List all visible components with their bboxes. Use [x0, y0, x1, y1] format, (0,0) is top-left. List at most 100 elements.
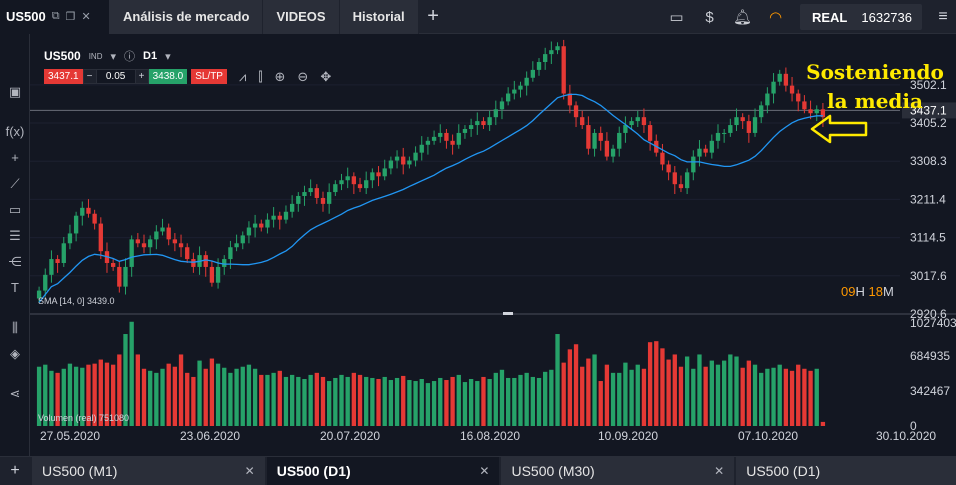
close-icon[interactable]: ✕: [479, 464, 490, 478]
trendline-icon[interactable]: ⟋: [10, 176, 20, 191]
volume-bar: [604, 364, 610, 426]
dropdown-icon[interactable]: ▾: [110, 50, 117, 63]
zoom-in-icon[interactable]: ⊕: [274, 68, 286, 84]
candle-body: [487, 117, 492, 126]
chart-tab-d1-active[interactable]: US500 (D1) ✕: [266, 457, 500, 485]
candle-body: [573, 105, 579, 118]
tab-history[interactable]: Historial: [338, 0, 418, 34]
candle-body: [222, 259, 227, 267]
sltp-button[interactable]: SL/TP: [191, 69, 227, 84]
close-icon[interactable]: ✕: [244, 464, 255, 478]
candle-body: [518, 85, 523, 90]
candle-body: [703, 148, 708, 153]
volume-bar: [388, 380, 394, 426]
pitchfork-icon[interactable]: ⋲: [8, 254, 22, 269]
add-tab-button[interactable]: +: [417, 0, 448, 34]
volume-bar: [783, 368, 789, 426]
timeframe-dropdown-icon[interactable]: ▾: [165, 50, 171, 63]
lot-increase-button[interactable]: +: [134, 69, 149, 84]
buy-button[interactable]: 3438.0: [148, 69, 188, 84]
volume-bar: [265, 374, 270, 426]
divider-handle: [503, 312, 513, 315]
candle-body: [117, 266, 122, 287]
chart-symbol[interactable]: US500: [44, 49, 81, 63]
top-bar: US500 ⧉ ❐ ✕ Análisis de mercado VIDEOS H…: [0, 0, 956, 34]
candle-body: [802, 101, 807, 110]
copy-icon[interactable]: ❐: [65, 11, 76, 23]
sell-button[interactable]: 3437.1: [44, 69, 83, 84]
volume-bar: [98, 359, 103, 426]
account-balance[interactable]: REAL 1632736: [799, 4, 922, 30]
crosshair-icon[interactable]: +: [11, 150, 19, 165]
annotation-line-2: la media: [827, 89, 923, 113]
tab-videos[interactable]: VIDEOS: [262, 0, 339, 34]
chart-style-icon[interactable]: ⩘: [238, 68, 247, 84]
volume-bar: [197, 360, 202, 426]
time-axis: 27.05.2020 23.06.2020 20.07.2020 16.08.2020…: [40, 429, 936, 443]
volume-bar: [123, 334, 128, 426]
volume-bar: [370, 377, 375, 426]
tab-market-analysis[interactable]: Análisis de mercado: [110, 0, 263, 34]
info-icon[interactable]: ⓘ: [124, 51, 136, 63]
popout-icon[interactable]: ⧉: [51, 10, 60, 22]
monitor-icon[interactable]: ▭: [669, 9, 684, 26]
hamburger-menu-icon[interactable]: ≡: [938, 8, 948, 25]
candle-body: [580, 117, 585, 126]
volume-bar: [691, 368, 696, 426]
chart-tab-m1[interactable]: US500 (M1) ✕: [31, 457, 265, 485]
layers-icon[interactable]: ◈: [10, 346, 20, 361]
candle-body: [475, 121, 480, 126]
move-icon[interactable]: ✥: [320, 68, 332, 84]
timeframe-select[interactable]: D1: [143, 50, 158, 62]
volume-bar: [351, 372, 357, 426]
volume-indicator-label[interactable]: Volumen (real) 751080: [38, 413, 129, 423]
chart-type-icon[interactable]: ▣: [8, 84, 22, 99]
price-tick-label: 3114.5: [910, 231, 946, 245]
candle-body: [73, 215, 79, 234]
tab-label: Historial: [352, 9, 405, 24]
volume-bar: [789, 370, 795, 426]
candle-body: [388, 160, 394, 169]
candle-body: [141, 243, 147, 248]
symbol-name: US500: [6, 9, 46, 24]
date-tick-label: 16.08.2020: [460, 429, 520, 443]
symbol-tab[interactable]: US500 ⧉ ❐ ✕: [0, 0, 110, 34]
indicators-icon[interactable]: f(x): [5, 124, 25, 139]
text-icon[interactable]: T: [11, 280, 19, 295]
sma-indicator-label[interactable]: SMA [14, 0] 3439.0: [38, 296, 115, 306]
share-icon[interactable]: ⋖: [9, 386, 21, 401]
balance-value: 1632736: [861, 9, 912, 25]
account-mode: REAL: [811, 9, 848, 25]
candle-body: [80, 207, 85, 216]
volume-bar: [246, 364, 252, 426]
volume-bar: [203, 368, 208, 426]
candle-body: [320, 197, 326, 204]
chart-tab-m30[interactable]: US500 (M30) ✕: [501, 457, 735, 485]
volume-bar: [277, 370, 282, 426]
volume-bar: [487, 378, 492, 426]
lot-decrease-button[interactable]: −: [82, 69, 97, 84]
zoom-out-icon[interactable]: ⊖: [297, 68, 309, 84]
candle-body: [783, 73, 789, 86]
add-chart-button[interactable]: +: [10, 462, 20, 479]
volume-bar: [444, 380, 449, 426]
candle-style-icon[interactable]: ⫿: [258, 68, 263, 84]
lot-size-input[interactable]: 0.05: [96, 69, 135, 84]
volume-tick-label: 0: [910, 419, 917, 433]
price-chart[interactable]: 3502.1 3405.2 3308.3 3211.4 3114.5 3017.6 2920…: [30, 34, 956, 456]
candle-body: [641, 117, 647, 126]
annotation-arrow-shape: [810, 114, 868, 144]
fibonacci-icon[interactable]: ☰: [9, 228, 21, 243]
dollar-settings-icon[interactable]: $: [705, 8, 714, 26]
bell-icon[interactable]: 🔔︎: [732, 9, 752, 26]
rectangle-icon[interactable]: ▭: [8, 202, 22, 217]
chart-tab-d1[interactable]: US500 (D1): [736, 457, 956, 485]
levels-icon[interactable]: ⫼: [12, 320, 18, 335]
candle-body: [456, 132, 461, 145]
volume-bar: [320, 376, 326, 426]
countdown-minutes-unit: M: [882, 284, 894, 299]
close-icon[interactable]: ✕: [714, 464, 725, 478]
close-icon[interactable]: ✕: [81, 11, 91, 23]
volume-bar: [549, 369, 554, 426]
annotation-line-1: Sosteniendo: [806, 60, 944, 84]
